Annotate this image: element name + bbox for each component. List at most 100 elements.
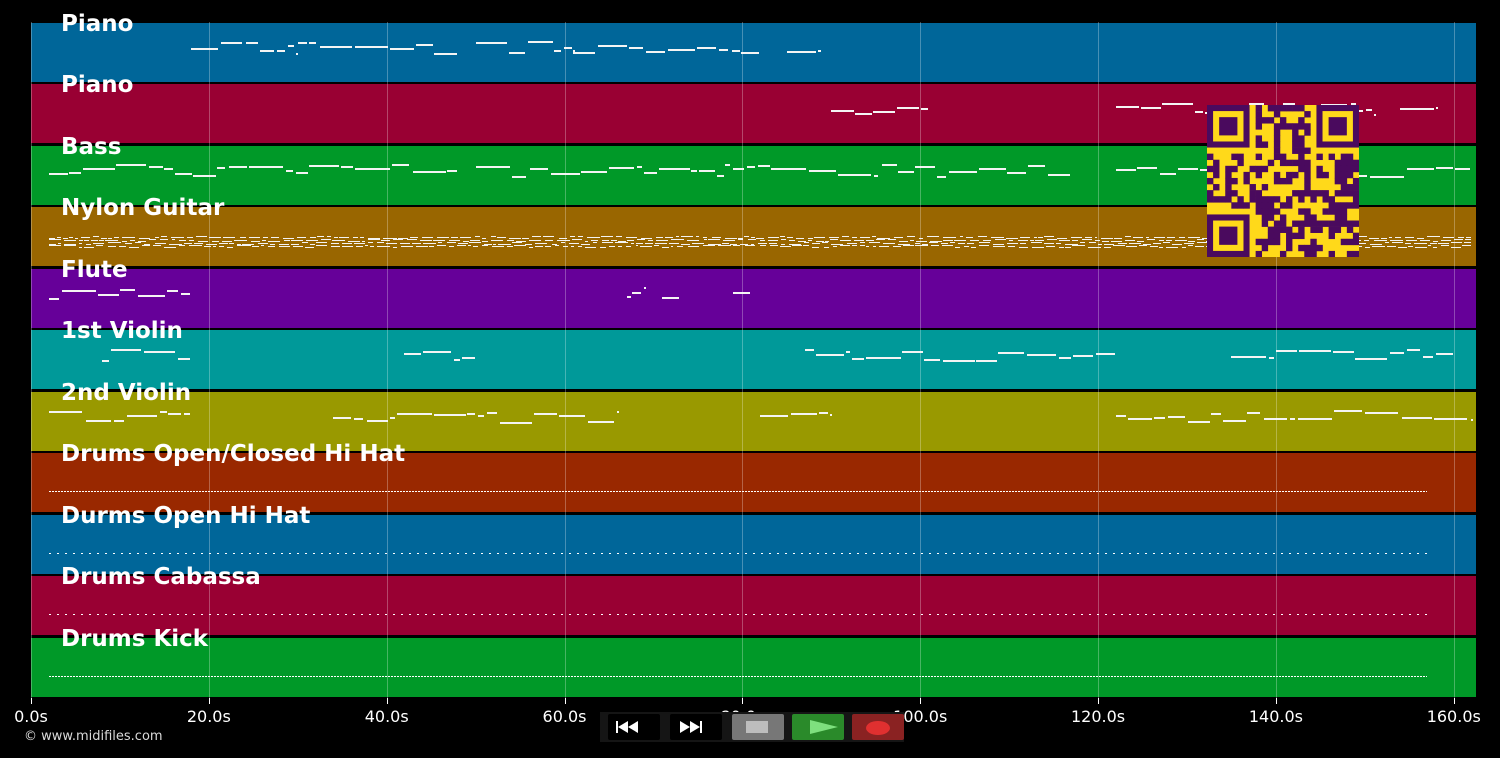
stop-button[interactable] <box>732 714 784 740</box>
note <box>636 243 644 245</box>
note <box>608 166 634 169</box>
note <box>960 236 964 238</box>
rewind-button[interactable] <box>608 714 660 740</box>
note <box>741 52 760 55</box>
note <box>1177 167 1199 170</box>
note <box>936 175 947 178</box>
note <box>698 170 716 173</box>
note <box>1247 412 1261 415</box>
note <box>178 245 185 247</box>
note <box>438 242 443 244</box>
note <box>1142 244 1151 246</box>
record-button[interactable] <box>852 714 904 740</box>
note <box>671 239 685 241</box>
note <box>811 243 821 245</box>
note <box>580 244 591 246</box>
note <box>733 291 751 294</box>
note <box>1389 237 1393 239</box>
note <box>543 236 555 238</box>
note <box>69 237 73 239</box>
note <box>1372 246 1386 248</box>
note <box>78 243 83 245</box>
note <box>1057 238 1068 240</box>
note <box>587 237 600 239</box>
note <box>412 170 446 173</box>
note <box>410 237 418 239</box>
play-button[interactable] <box>792 714 844 740</box>
note <box>48 238 55 240</box>
note <box>482 245 489 247</box>
note <box>226 247 234 249</box>
note <box>291 240 303 242</box>
track-label: Durms Open Hi Hat <box>61 502 311 529</box>
note <box>618 241 626 243</box>
note <box>1137 166 1158 169</box>
drum-hits <box>48 614 1428 616</box>
note <box>61 289 97 292</box>
tick-mark <box>920 698 922 704</box>
note <box>757 164 770 167</box>
note <box>570 236 576 238</box>
note <box>808 240 812 242</box>
note <box>1110 241 1123 243</box>
note <box>105 240 119 242</box>
note <box>955 247 961 249</box>
note <box>108 238 113 240</box>
note <box>491 246 504 248</box>
note <box>798 241 807 243</box>
note <box>733 167 744 170</box>
fast-forward-button[interactable] <box>670 714 722 740</box>
note <box>1436 167 1454 170</box>
note <box>687 240 700 242</box>
note <box>1097 244 1103 246</box>
note <box>209 237 221 239</box>
note <box>830 244 844 246</box>
note <box>1115 414 1126 417</box>
note <box>786 50 816 53</box>
note <box>1072 240 1079 242</box>
note <box>1406 349 1420 352</box>
note <box>167 290 179 293</box>
note <box>929 242 938 244</box>
note <box>535 243 548 245</box>
note <box>1390 240 1404 242</box>
note <box>949 171 978 174</box>
track-label: Drums Open/Closed Hi Hat <box>61 441 406 468</box>
note <box>228 166 247 169</box>
note <box>419 240 433 242</box>
note <box>149 166 164 169</box>
note <box>1100 238 1113 240</box>
note <box>416 44 433 47</box>
note <box>139 238 151 240</box>
note <box>155 243 166 245</box>
note <box>163 247 177 249</box>
note <box>237 245 251 247</box>
note <box>750 244 755 246</box>
note <box>1298 417 1332 420</box>
note <box>814 237 825 239</box>
note <box>1413 243 1427 245</box>
note <box>711 237 722 239</box>
track-row: Drums Cabassa <box>31 564 1476 636</box>
note <box>1112 245 1125 247</box>
note <box>297 237 307 239</box>
note <box>1428 245 1432 247</box>
track-row: Durms Open Hi Hat <box>31 503 1476 574</box>
note <box>978 242 990 244</box>
note <box>618 246 623 248</box>
note <box>1046 239 1057 241</box>
note <box>1159 247 1163 249</box>
note <box>840 240 852 242</box>
tick-label: 100.0s <box>893 707 948 726</box>
note <box>760 240 766 242</box>
note <box>585 247 596 249</box>
gridline <box>1453 22 1455 698</box>
track-area: Piano Piano Bass Nylon Guitar Flute 1st Violi… <box>31 11 1476 698</box>
note <box>74 238 79 240</box>
note <box>467 245 472 247</box>
note <box>1146 237 1150 239</box>
note <box>398 238 409 240</box>
note <box>1088 247 1101 249</box>
note <box>1333 410 1362 413</box>
note <box>1333 350 1355 353</box>
